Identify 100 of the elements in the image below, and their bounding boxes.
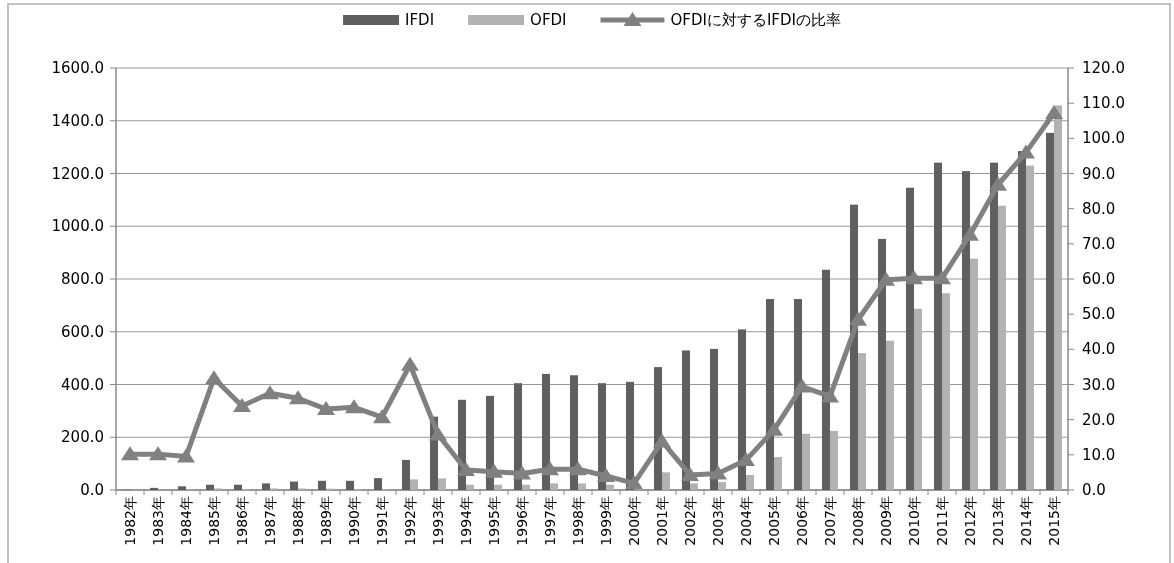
point bbox=[429, 426, 447, 441]
legend-label: OFDI bbox=[530, 11, 567, 29]
bar bbox=[774, 457, 782, 490]
x-tick-label: 1986年 bbox=[234, 496, 250, 546]
bar bbox=[402, 459, 410, 490]
bar bbox=[858, 353, 866, 490]
y2-tick-label: 50.0 bbox=[1082, 305, 1116, 324]
point bbox=[569, 461, 587, 476]
bar bbox=[522, 484, 530, 490]
bar bbox=[830, 430, 838, 490]
bar bbox=[998, 205, 1006, 490]
y2-tick-label: 110.0 bbox=[1082, 94, 1125, 113]
x-tick-label: 2006年 bbox=[794, 496, 810, 546]
bar bbox=[1026, 165, 1034, 490]
bar bbox=[206, 484, 214, 490]
point bbox=[1017, 144, 1035, 159]
x-tick-label: 2008年 bbox=[850, 496, 866, 546]
x-tick-label: 1993年 bbox=[430, 496, 446, 546]
bar bbox=[1018, 151, 1026, 490]
x-tick-label: 2007年 bbox=[822, 496, 838, 546]
point bbox=[261, 385, 279, 400]
x-tick-label: 1983年 bbox=[150, 496, 166, 546]
point bbox=[121, 446, 139, 461]
y2-tick-label: 70.0 bbox=[1082, 234, 1116, 253]
bar bbox=[494, 484, 502, 490]
bar bbox=[802, 433, 810, 490]
point bbox=[989, 176, 1007, 191]
x-tick-label: 1985年 bbox=[206, 496, 222, 546]
bar bbox=[794, 299, 802, 490]
x-tick-label: 2010年 bbox=[906, 496, 922, 546]
y2-tick-label: 100.0 bbox=[1082, 129, 1125, 148]
point bbox=[849, 311, 867, 326]
x-tick-label: 2004年 bbox=[738, 496, 754, 546]
bar bbox=[990, 162, 998, 490]
bar bbox=[234, 484, 242, 490]
x-tick-label: 2002年 bbox=[682, 496, 698, 546]
x-tick-label: 1989年 bbox=[318, 496, 334, 546]
y-tick-label: 1200.0 bbox=[51, 164, 104, 183]
bar bbox=[690, 483, 698, 490]
bar bbox=[178, 486, 186, 490]
y2-tick-label: 30.0 bbox=[1082, 375, 1116, 394]
x-tick-label: 2001年 bbox=[654, 496, 670, 546]
point bbox=[345, 399, 363, 414]
bar bbox=[606, 484, 614, 490]
x-tick-label: 2015年 bbox=[1046, 496, 1062, 546]
x-tick-label: 1990年 bbox=[346, 496, 362, 546]
x-tick-label: 1997年 bbox=[542, 496, 558, 546]
y-tick-label: 1600.0 bbox=[51, 59, 104, 77]
y2-tick-label: 120.0 bbox=[1082, 59, 1125, 77]
point bbox=[681, 466, 699, 481]
bar bbox=[878, 238, 886, 490]
bar bbox=[682, 350, 690, 490]
point bbox=[317, 401, 335, 416]
bar bbox=[1054, 105, 1062, 490]
point bbox=[821, 388, 839, 403]
bar bbox=[550, 483, 558, 490]
x-tick-label: 2011年 bbox=[934, 496, 950, 546]
bar bbox=[886, 340, 894, 490]
legend-label: OFDIに対するIFDIの比率 bbox=[670, 11, 841, 29]
bar bbox=[718, 482, 726, 490]
x-tick-label: 1991年 bbox=[374, 496, 390, 546]
point bbox=[457, 461, 475, 476]
point bbox=[373, 409, 391, 424]
bar bbox=[578, 483, 586, 490]
y2-tick-label: 60.0 bbox=[1082, 270, 1116, 288]
x-tick-label: 1996年 bbox=[514, 496, 530, 546]
point bbox=[401, 356, 419, 371]
point bbox=[233, 397, 251, 412]
bar bbox=[346, 480, 354, 490]
bar bbox=[514, 383, 522, 490]
bar bbox=[1046, 132, 1054, 490]
x-tick-label: 2014年 bbox=[1018, 496, 1034, 546]
point bbox=[597, 467, 615, 482]
point bbox=[541, 461, 559, 476]
bar bbox=[914, 308, 922, 490]
legend-label: IFDI bbox=[405, 11, 435, 29]
x-tick-label: 2003年 bbox=[710, 496, 726, 546]
bar bbox=[850, 204, 858, 490]
bar bbox=[466, 484, 474, 490]
bar bbox=[662, 472, 670, 490]
bar bbox=[374, 478, 382, 490]
bar bbox=[746, 474, 754, 490]
y2-tick-label: 40.0 bbox=[1082, 340, 1116, 359]
y2-tick-label: 80.0 bbox=[1082, 199, 1116, 218]
x-tick-label: 1999年 bbox=[598, 496, 614, 546]
point bbox=[765, 421, 783, 436]
x-tick-label: 1984年 bbox=[178, 496, 194, 546]
point bbox=[793, 378, 811, 393]
x-tick-label: 2013年 bbox=[990, 496, 1006, 546]
bar bbox=[738, 329, 746, 490]
x-tick-label: 1998年 bbox=[570, 496, 586, 546]
y-tick-label: 800.0 bbox=[61, 270, 104, 288]
y2-tick-label: 10.0 bbox=[1082, 445, 1116, 464]
bar bbox=[766, 299, 774, 490]
y-tick-label: 400.0 bbox=[61, 375, 104, 394]
point bbox=[653, 433, 671, 448]
x-tick-label: 2000年 bbox=[626, 496, 642, 546]
x-tick-label: 2012年 bbox=[962, 496, 978, 546]
bar bbox=[542, 373, 550, 490]
point bbox=[1045, 105, 1063, 120]
